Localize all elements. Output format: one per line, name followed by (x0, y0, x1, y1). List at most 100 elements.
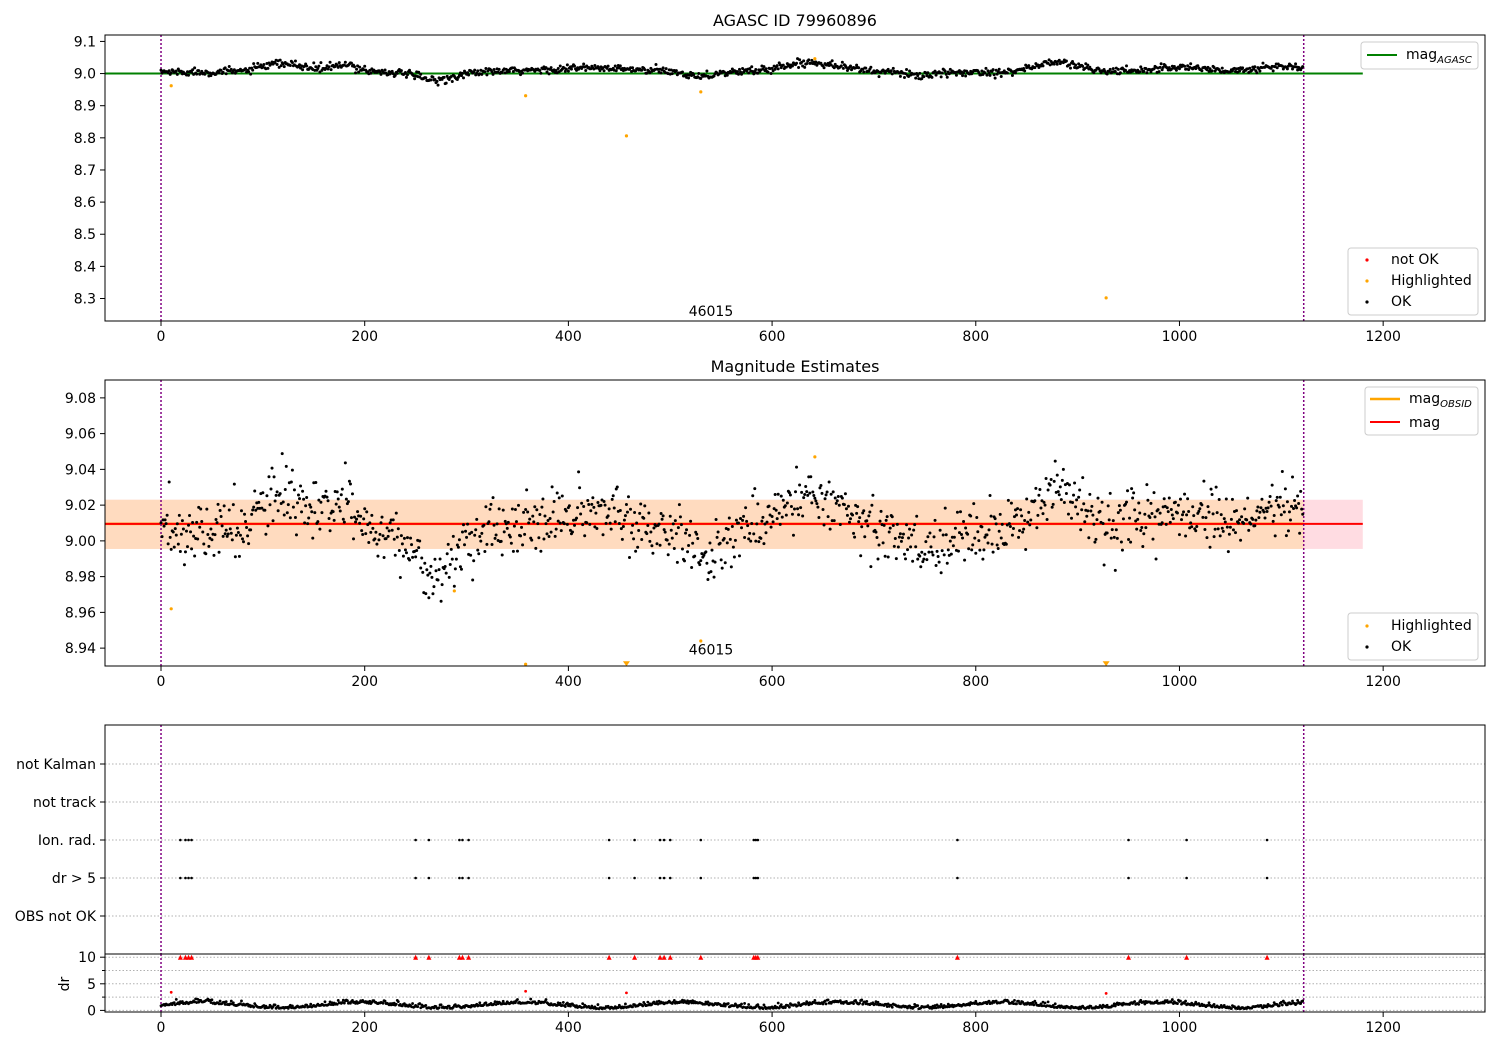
ok-point (1044, 477, 1048, 481)
ok-point (1121, 517, 1125, 521)
ok-point (900, 536, 904, 540)
ok-point (1242, 521, 1246, 525)
flag-point (756, 876, 760, 880)
ok-point (892, 544, 896, 548)
ok-point (595, 527, 599, 531)
ok-point (1255, 509, 1259, 513)
ok-point (1108, 67, 1112, 71)
ok-point (398, 576, 402, 580)
ok-point (384, 537, 388, 541)
ok-point (1212, 535, 1216, 539)
ok-point (987, 528, 991, 532)
dr-point (210, 998, 214, 1002)
ok-point (673, 519, 677, 523)
flag-point (1127, 876, 1130, 880)
dr-point (889, 1003, 893, 1007)
dr-point (1043, 1001, 1047, 1005)
top-plot-area (105, 35, 1363, 321)
dr-point (544, 998, 548, 1001)
ok-point (856, 505, 860, 509)
ok-point (933, 69, 937, 73)
ok-point (1034, 486, 1038, 490)
ok-point (767, 504, 771, 508)
ok-point (335, 490, 339, 494)
flag-point (668, 876, 672, 880)
ok-point (999, 74, 1003, 78)
ok-point (847, 520, 851, 524)
flag-point (190, 838, 193, 842)
ok-point (820, 491, 824, 495)
ok-point (618, 64, 622, 68)
ok-point (1093, 540, 1097, 544)
ok-point (687, 76, 691, 80)
ok-point (974, 551, 978, 555)
ok-point (879, 509, 883, 513)
ok-point (1129, 540, 1133, 544)
ok-point (476, 69, 480, 73)
ok-point (706, 577, 710, 581)
ok-point (680, 70, 684, 74)
dr-clipped-marker (413, 954, 419, 960)
ok-point (630, 531, 634, 535)
x-tick-label: 0 (157, 674, 166, 690)
ok-point (405, 536, 409, 540)
ok-point (505, 526, 509, 530)
dr-clipped-marker (1126, 954, 1132, 960)
ok-point (429, 78, 433, 82)
ok-point (1300, 507, 1304, 511)
ok-point (761, 515, 765, 519)
ok-point (652, 526, 656, 530)
ok-point (393, 73, 397, 77)
ok-point (1079, 528, 1083, 532)
ok-point (195, 520, 199, 524)
ok-point (1233, 531, 1237, 535)
ok-point (582, 505, 586, 509)
dr-point (1031, 1000, 1035, 1004)
ok-point (261, 491, 265, 495)
ok-point (1131, 496, 1135, 500)
ok-point (1177, 533, 1181, 537)
ok-point (447, 575, 451, 579)
ok-point (353, 515, 357, 519)
ok-point (1256, 505, 1260, 509)
ok-point (328, 60, 332, 64)
ok-point (216, 502, 220, 506)
ok-point (1210, 493, 1214, 497)
ok-point (507, 70, 511, 74)
dr-point (987, 999, 991, 1003)
ok-point (772, 507, 776, 511)
ok-point (835, 499, 839, 503)
dr-point (323, 1000, 327, 1004)
ok-point (164, 522, 168, 526)
ok-point (558, 64, 562, 68)
ok-point (682, 559, 686, 563)
ok-point (732, 555, 736, 559)
ok-point (636, 545, 640, 549)
ok-point (840, 496, 844, 500)
ok-point (350, 492, 354, 496)
ok-point (290, 61, 294, 65)
ok-point (347, 479, 351, 483)
ok-point (643, 68, 647, 72)
dr-point (174, 997, 178, 1001)
ok-point (545, 532, 549, 536)
ok-point (173, 527, 177, 531)
ok-point (494, 533, 498, 537)
ok-point (492, 68, 496, 72)
ok-point (1198, 507, 1202, 511)
ok-point (1158, 65, 1162, 69)
ok-point (502, 530, 506, 534)
ok-point (827, 480, 831, 484)
ok-point (511, 69, 515, 73)
middle-plot-area (105, 380, 1363, 667)
flag-point (467, 838, 470, 842)
ok-point (1114, 528, 1118, 532)
ok-point (551, 510, 555, 514)
ok-point (225, 534, 229, 538)
ok-point (1111, 519, 1115, 523)
dr-point (932, 1006, 936, 1010)
ok-point (693, 554, 697, 558)
ok-point (431, 592, 435, 596)
ok-point (457, 538, 461, 542)
ok-point (368, 68, 372, 72)
